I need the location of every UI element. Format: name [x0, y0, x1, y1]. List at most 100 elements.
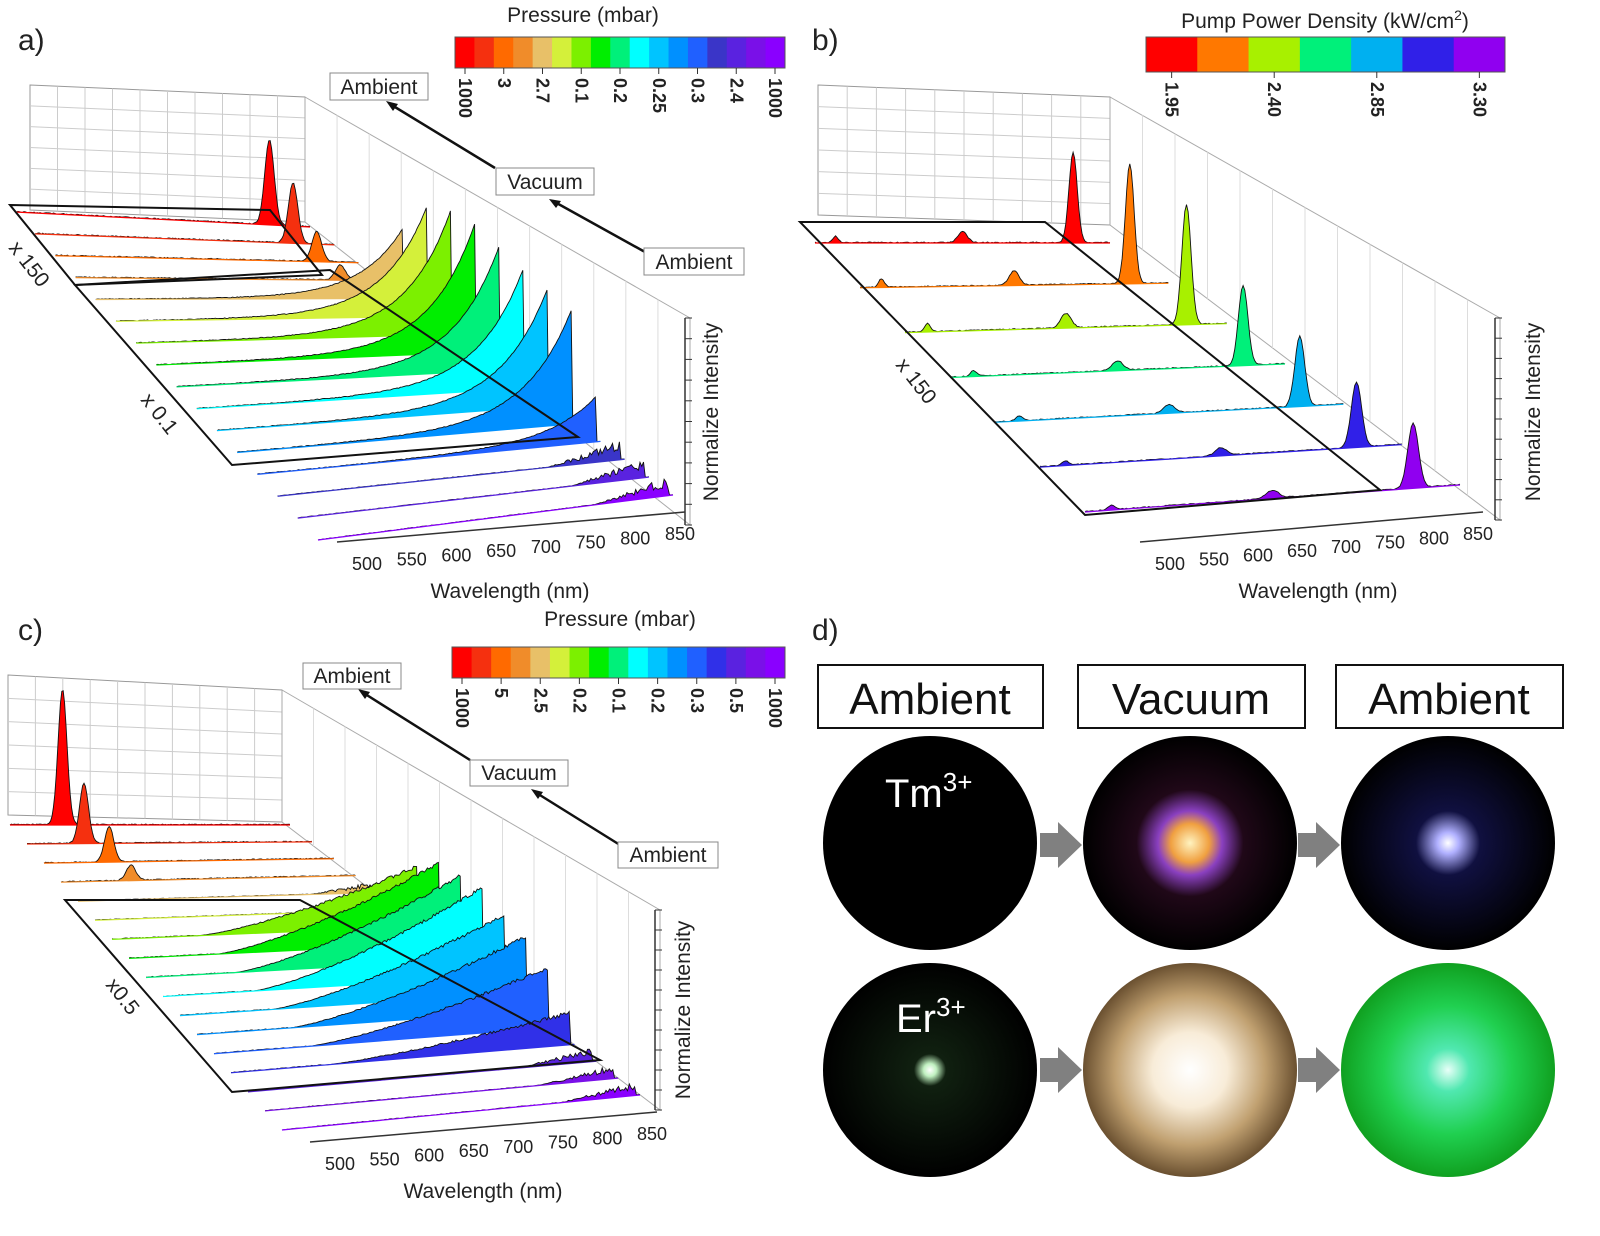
grid-line — [817, 127, 1111, 141]
colorbar-swatch — [726, 37, 747, 68]
trace-line — [179, 915, 509, 1016]
colorbar-tick-label: 2.7 — [533, 78, 553, 103]
arrow-right-icon — [1298, 1047, 1340, 1093]
trace-fill — [297, 462, 649, 519]
arrow-right-icon — [1040, 822, 1082, 868]
colorbar-swatch — [1146, 37, 1198, 72]
grid-line — [29, 167, 306, 181]
x-tick-label: 550 — [370, 1150, 400, 1170]
trace-line — [904, 204, 1227, 333]
trace-baseline — [1039, 444, 1402, 468]
x-tick-label: 750 — [576, 533, 606, 553]
trace-baseline — [237, 422, 577, 454]
arrow-to-vacuum — [552, 199, 646, 254]
colorbar-swatch — [569, 647, 590, 678]
x-axis-label: Wavelength (nm) — [430, 580, 589, 603]
colorbar-tick-label: 0.25 — [649, 78, 669, 113]
arrow-head-icon — [386, 101, 398, 111]
x-tick-label: 650 — [459, 1141, 489, 1161]
trace-baseline — [281, 1094, 641, 1131]
trace-baseline — [230, 1043, 575, 1074]
colorbar-swatch — [549, 647, 571, 678]
colorbar-title: Pressure (mbar) — [544, 608, 696, 631]
trace-baseline — [949, 363, 1286, 379]
scaled-region-box — [7, 203, 325, 287]
colorbar-tick-label: 2.5 — [530, 688, 550, 713]
colorbar-swatch — [610, 37, 631, 68]
grid-line — [29, 188, 306, 202]
colorbar-title: Pump Power Density (kW/cm2) — [1181, 7, 1469, 33]
colorbar-tick-label: 2.40 — [1264, 82, 1284, 117]
annotation-ambient-start: Ambient — [340, 76, 417, 99]
trace-fill — [860, 163, 1169, 288]
panel-label-a: a) — [18, 24, 45, 57]
arrow-to-ambient — [361, 690, 471, 762]
trace-fill — [905, 204, 1227, 333]
x-tick-label: 700 — [503, 1137, 533, 1157]
colorbar-swatch — [608, 647, 629, 678]
colorbar-swatch — [452, 647, 473, 678]
tm-ambient-after-image — [1341, 736, 1555, 950]
arrow-to-ambient — [389, 102, 496, 170]
colorbar-tick-label: 0.3 — [687, 688, 707, 713]
colorbar-title: Pressure (mbar) — [507, 4, 659, 27]
colorbar-tick-label: 0.5 — [726, 688, 746, 713]
x-tick-label: 750 — [1375, 533, 1405, 553]
arrow-right-icons — [1040, 822, 1340, 1093]
colorbar-swatch — [590, 37, 611, 68]
colorbar-swatch — [668, 37, 689, 68]
colorbar-tick-label: 0.2 — [648, 688, 668, 713]
x-tick-label: 700 — [1331, 537, 1361, 557]
colorbar-tick-label: 0.2 — [610, 78, 630, 103]
trace-fill — [217, 290, 552, 431]
annotation-vacuum: Vacuum — [507, 171, 582, 194]
colorbar-swatch — [491, 647, 512, 678]
trace-fill — [995, 335, 1344, 423]
colorbar-swatch — [474, 37, 495, 68]
trace-fill — [231, 1011, 575, 1073]
x-tick-label: 850 — [665, 524, 695, 544]
colorbar-swatch — [726, 647, 747, 678]
colorbar-swatch — [530, 647, 551, 678]
trace-fill — [95, 229, 407, 300]
colorbar-swatch — [765, 37, 786, 68]
trace-line — [156, 223, 480, 366]
panel-label-d: d) — [812, 614, 839, 647]
colorbar-swatch — [687, 647, 708, 678]
grid-line — [7, 744, 283, 757]
colorbar-swatch — [471, 647, 492, 678]
colorbar-swatch — [1453, 37, 1506, 72]
trace-line — [196, 270, 528, 409]
trace-baseline — [14, 211, 311, 228]
colorbar-tick-label: 1000 — [765, 78, 785, 118]
scaled-region-box — [62, 899, 604, 1094]
colorbar-tick-label: 1000 — [452, 688, 472, 728]
x-tick-label: 650 — [486, 541, 516, 561]
colorbar-tick-label: 0.2 — [569, 688, 589, 713]
arrow-head-icon — [549, 199, 561, 208]
trace-baseline — [43, 858, 334, 864]
grid-line — [7, 791, 283, 801]
trace-line — [277, 441, 625, 497]
trace-baseline — [317, 494, 674, 541]
trace-fill — [44, 826, 334, 864]
annotation-ambient-end: Ambient — [655, 251, 732, 274]
header-ambient-1: Ambient — [849, 675, 1010, 724]
colorbar-swatch — [1402, 37, 1455, 72]
scale-label-x150: x 150 — [891, 354, 941, 409]
colorbar-tick-label: 3 — [494, 78, 514, 88]
x-tick-label: 800 — [620, 528, 650, 548]
z-axis-label: Normalize Intensity — [700, 322, 723, 501]
panel-a-chart: Normalize Intensity 500 550 600 650 700 750 800… — [7, 4, 786, 603]
grid-line — [817, 149, 1111, 162]
x-axis-label: Wavelength (nm) — [1238, 580, 1397, 603]
arrow-head-icon — [531, 789, 543, 799]
x-tick-label: 500 — [352, 554, 382, 574]
panel-label-b: b) — [812, 24, 839, 57]
panel-a-annotations: Ambient Vacuum Ambient x 150 x 0.1 — [4, 72, 745, 439]
er-ambient-image — [823, 963, 1037, 1177]
trace-fill — [815, 152, 1110, 243]
ion-label-tm: Tm3+ — [885, 767, 972, 816]
x-axis — [309, 1111, 658, 1143]
colorbar-tick-label: 1000 — [455, 78, 475, 118]
